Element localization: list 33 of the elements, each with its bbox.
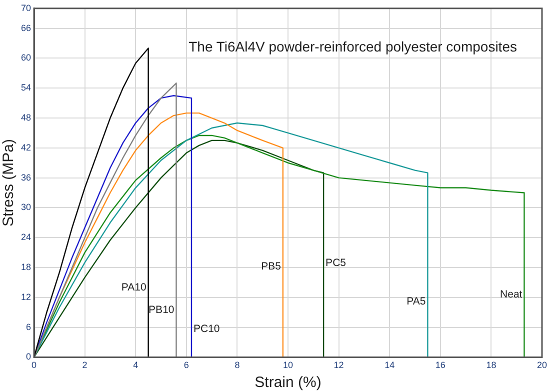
y-tick-label: 36 <box>20 172 32 182</box>
series-label: PA5 <box>406 295 426 308</box>
series-label: PC5 <box>326 256 346 269</box>
x-tick-label: 2 <box>82 360 88 370</box>
y-tick-label: 0 <box>26 352 32 362</box>
y-tick-label: 66 <box>20 22 32 33</box>
y-tick-label: 24 <box>20 232 32 242</box>
x-tick-label: 8 <box>234 360 240 370</box>
y-tick-label: 48 <box>20 112 32 123</box>
series-label: Neat <box>500 288 522 300</box>
series-label: PC10 <box>193 323 220 336</box>
series-label: PA10 <box>121 281 146 294</box>
y-tick-label: 60 <box>20 52 32 63</box>
x-tick-label: 6 <box>184 360 189 370</box>
y-axis-title: Stress (MPa) <box>0 139 18 227</box>
x-axis-title: Strain (%) <box>254 374 322 392</box>
x-tick-label: 20 <box>536 360 547 370</box>
x-tick-label: 14 <box>384 360 395 370</box>
y-tick-label: 6 <box>26 322 32 332</box>
series-label: PB10 <box>148 304 174 316</box>
y-tick-label: 18 <box>20 262 32 272</box>
y-tick-label: 30 <box>20 202 32 212</box>
x-tick-label: 16 <box>435 360 446 370</box>
x-tick-label: 10 <box>282 360 294 370</box>
y-tick-label: 54 <box>20 82 32 93</box>
y-tick-label: 42 <box>20 142 32 152</box>
x-tick-label: 18 <box>486 360 496 370</box>
y-tick-label: 12 <box>20 292 32 302</box>
x-tick-label: 4 <box>133 360 138 370</box>
text: The Ti6Al4V powder-reinforced polyester composites <box>188 38 517 54</box>
y-tick-label: 70 <box>20 2 32 13</box>
series-label: PB5 <box>261 260 282 272</box>
x-tick-label: 12 <box>334 360 344 370</box>
